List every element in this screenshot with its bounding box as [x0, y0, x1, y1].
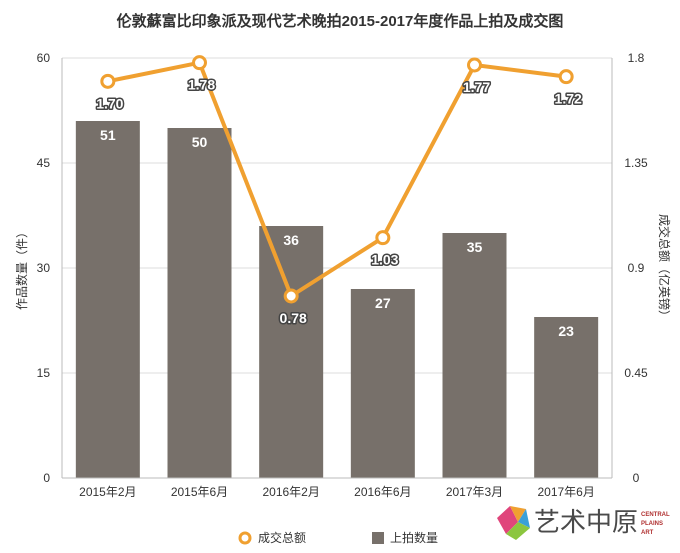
left-axis-ticks: 0 15 30 45 60 — [37, 51, 51, 485]
bar-label-4: 35 — [467, 239, 483, 255]
line-label-4: 1.77 — [463, 79, 490, 95]
bar-label-3: 27 — [375, 295, 391, 311]
legend-bar-marker — [372, 532, 384, 544]
legend-line-marker — [238, 531, 252, 545]
line-label-2: 0.78 — [280, 310, 307, 326]
logo-text-cn: 艺术中原 — [534, 507, 638, 537]
legend-line-label: 成交总额 — [258, 530, 306, 545]
line-label-3: 1.03 — [371, 252, 398, 268]
logo-text-en-3: ART — [641, 530, 654, 536]
left-tick-1: 15 — [37, 366, 51, 380]
x-axis-ticks: 2015年2月 2015年6月 2016年2月 2016年6月 2017年3月 2017年… — [79, 485, 595, 499]
x-tick-1: 2015年6月 — [171, 485, 228, 499]
line-point-3 — [375, 230, 391, 246]
axes — [61, 58, 613, 479]
x-tick-0: 2015年2月 — [79, 485, 136, 499]
bar-1 — [167, 128, 232, 478]
x-tick-2: 2016年2月 — [262, 485, 319, 499]
bar-labels: 51 50 36 27 35 23 — [100, 127, 574, 339]
right-axis-ticks: 0 0.45 0.9 1.35 1.8 — [624, 51, 648, 485]
legend: 成交总额 上拍数量 — [238, 530, 438, 545]
line-labels: 1.70 1.78 0.78 1.03 1.77 1.72 — [95, 75, 584, 327]
line-point-1 — [192, 55, 207, 71]
left-tick-0: 0 — [43, 471, 50, 485]
right-axis-label: 成交总额（亿英镑） — [657, 214, 672, 322]
right-tick-0: 0 — [633, 471, 640, 485]
bar-label-1: 50 — [192, 134, 208, 150]
legend-bar-label: 上拍数量 — [390, 530, 438, 545]
line-point-0 — [100, 73, 116, 89]
logo-mark-icon — [497, 506, 530, 540]
bar-label-5: 23 — [558, 323, 574, 339]
bar-label-0: 51 — [100, 127, 116, 143]
line-point-5 — [558, 69, 574, 85]
left-tick-2: 30 — [37, 261, 51, 275]
line-path — [107, 60, 567, 298]
line-label-1: 1.78 — [188, 77, 215, 93]
bar-label-2: 36 — [283, 232, 299, 248]
x-tick-5: 2017年6月 — [537, 485, 594, 499]
line-label-5: 1.72 — [555, 91, 582, 107]
left-tick-3: 45 — [37, 156, 51, 170]
bar-3 — [350, 289, 415, 478]
right-tick-2: 0.9 — [628, 261, 645, 275]
chart-title: 伦敦蘇富比印象派及现代艺术晚拍2015-2017年度作品上拍及成交图 — [117, 12, 564, 30]
right-tick-3: 1.35 — [624, 156, 648, 170]
left-axis-label: 作品数量（件） — [14, 226, 29, 310]
bar-2 — [259, 226, 324, 478]
bar-0 — [75, 121, 140, 478]
x-tick-3: 2016年6月 — [354, 485, 411, 499]
logo-text-en-1: CENTRAL — [641, 512, 670, 518]
brand-logo: 艺术中原 CENTRAL PLAINS ART — [497, 506, 670, 540]
x-tick-4: 2017年3月 — [446, 485, 503, 499]
line-series — [100, 55, 574, 304]
right-tick-1: 0.45 — [624, 366, 648, 380]
logo-text-en-2: PLAINS — [641, 521, 663, 527]
line-point-2 — [283, 288, 299, 304]
left-tick-4: 60 — [37, 51, 51, 65]
bars — [75, 121, 599, 478]
right-tick-4: 1.8 — [628, 51, 645, 65]
line-point-4 — [467, 57, 482, 73]
bar-4 — [442, 233, 507, 478]
bar-5 — [534, 317, 599, 478]
line-label-0: 1.70 — [96, 95, 123, 111]
